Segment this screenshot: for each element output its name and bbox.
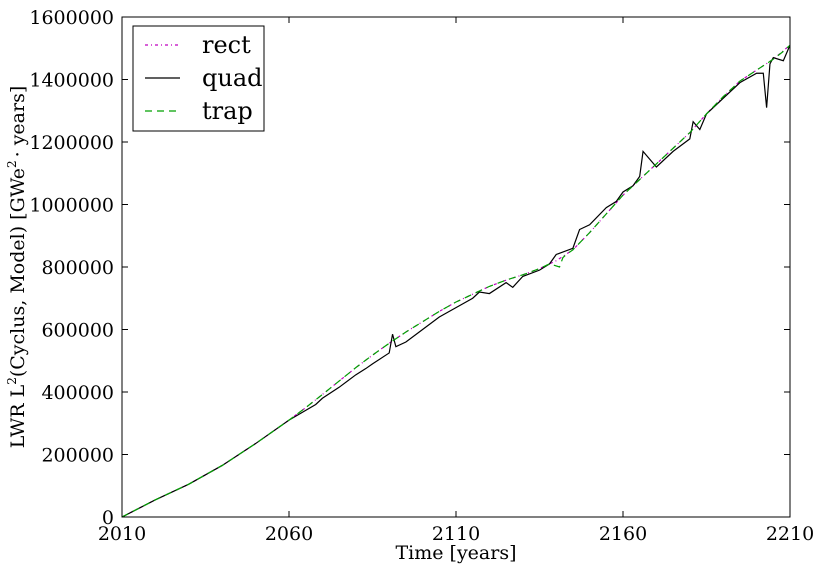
y-tick-label: 1000000 — [29, 195, 114, 217]
y-axis-label-part: LWR L — [7, 384, 29, 448]
x-axis-label: Time [years] — [395, 542, 516, 564]
series-layer — [121, 44, 791, 518]
ticks-layer: 2010 2060 2110 2160 2210 0 200000 400000 600000 8… — [29, 7, 814, 545]
x-tick-label: 2210 — [766, 523, 814, 545]
legend-label-quad: quad — [202, 64, 263, 92]
legend-label-trap: trap — [202, 97, 253, 125]
y-axis-label: LWR L2(Cyclus, Model) [GWe2· years] — [5, 86, 29, 449]
x-tick-label: 2060 — [265, 523, 313, 545]
y-tick-label: 0 — [102, 507, 114, 529]
series-line-trap — [121, 44, 791, 518]
y-axis-label-superscript: 2 — [5, 377, 19, 385]
y-tick-label: 400000 — [41, 382, 114, 404]
legend: rect quad trap — [132, 25, 265, 132]
x-tick-label: 2010 — [98, 523, 146, 545]
y-axis-label-superscript: 2 — [5, 160, 19, 168]
x-tick-label: 2110 — [432, 523, 480, 545]
y-tick-label: 1400000 — [29, 70, 114, 92]
x-tick-label: 2160 — [599, 523, 647, 545]
y-axis-label-part: · years] — [7, 86, 29, 158]
y-tick-label: 800000 — [41, 257, 114, 279]
y-tick-label: 200000 — [41, 445, 114, 467]
y-tick-label: 600000 — [41, 320, 114, 342]
y-axis-label-part: (Cyclus, Model) [GWe — [7, 168, 29, 377]
legend-label-rect: rect — [202, 31, 251, 59]
y-tick-label: 1200000 — [29, 132, 114, 154]
y-tick-label: 1600000 — [29, 7, 114, 29]
